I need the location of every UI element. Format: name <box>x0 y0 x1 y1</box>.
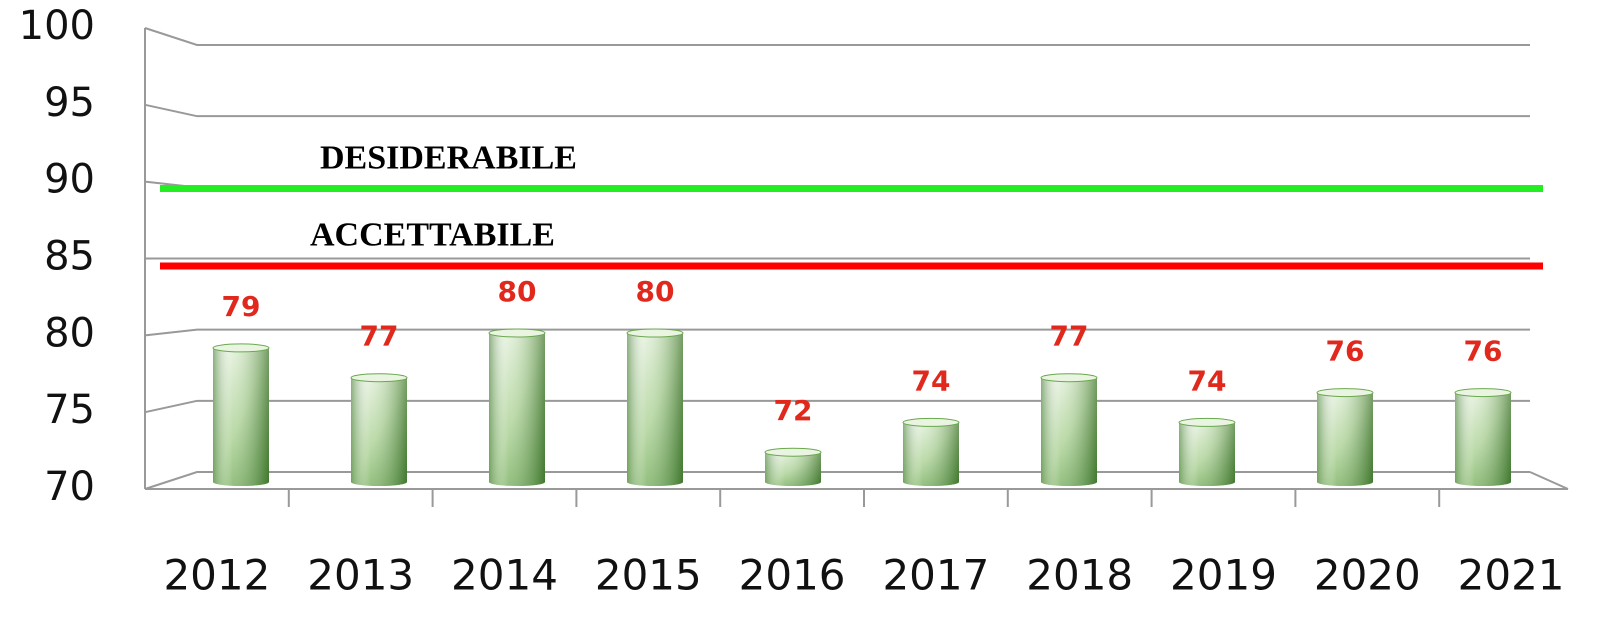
y-tick-label: 80 <box>44 310 95 356</box>
x-tick-label: 2016 <box>739 551 846 600</box>
x-tick-label: 2015 <box>595 551 702 600</box>
y-tick-label: 90 <box>44 157 95 203</box>
bar-shade <box>1317 392 1373 486</box>
bar <box>1316 388 1374 486</box>
x-tick-label: 2013 <box>307 551 414 600</box>
bar-top <box>212 343 270 353</box>
bar-top <box>1316 388 1374 398</box>
x-tick-label: 2014 <box>451 551 558 600</box>
value-label: 72 <box>774 394 813 427</box>
bar-top <box>902 417 960 427</box>
y-tick-label: 85 <box>44 234 95 280</box>
y-tick-label: 75 <box>44 387 95 433</box>
bar-top <box>1178 417 1236 427</box>
floor-edge <box>1529 471 1569 490</box>
bar <box>764 447 822 486</box>
x-tick-label: 2020 <box>1314 551 1421 600</box>
bar-top <box>1040 373 1098 383</box>
bar <box>212 343 270 486</box>
grid-line <box>144 328 1530 337</box>
bar-shade <box>1179 422 1235 486</box>
bar-top <box>764 447 822 457</box>
reference-label: DESIDERABILE <box>320 139 577 176</box>
value-label: 80 <box>636 275 675 308</box>
bar-shade <box>351 377 407 486</box>
x-tick-label: 2012 <box>163 551 270 600</box>
bar-top <box>350 373 408 383</box>
x-tick-label: 2018 <box>1026 551 1133 600</box>
value-label: 74 <box>1188 364 1227 397</box>
y-tick-label: 95 <box>44 80 95 126</box>
bar-shade <box>627 333 683 486</box>
bar-top <box>488 328 546 338</box>
value-label: 76 <box>1464 335 1503 368</box>
value-label: 79 <box>222 290 261 323</box>
value-label: 77 <box>1050 320 1089 353</box>
bar-shade <box>765 452 821 486</box>
x-tick-label: 2019 <box>1170 551 1277 600</box>
bar-shade <box>1041 377 1097 486</box>
bar-top <box>626 328 684 338</box>
bar <box>1454 388 1512 486</box>
bar <box>626 328 684 486</box>
bar <box>488 328 546 486</box>
grid-line <box>144 27 1530 46</box>
bar-shade <box>1455 392 1511 486</box>
bar <box>1040 373 1098 486</box>
grid-line <box>144 103 1530 118</box>
bar <box>1178 417 1236 486</box>
bar-top <box>1454 388 1512 398</box>
bar <box>350 373 408 486</box>
y-tick-label: 70 <box>44 464 95 510</box>
value-label: 76 <box>1326 335 1365 368</box>
value-label: 77 <box>360 320 399 353</box>
value-label: 74 <box>912 364 951 397</box>
reference-label: ACCETTABILE <box>310 217 555 254</box>
x-tick-label: 2021 <box>1458 551 1565 600</box>
x-tick-label: 2017 <box>882 551 989 600</box>
bar-shade <box>489 333 545 486</box>
bar <box>902 417 960 486</box>
value-label: 80 <box>498 275 537 308</box>
y-tick-label: 100 <box>19 3 95 49</box>
bar-shade <box>213 347 269 486</box>
bar-shade <box>903 422 959 486</box>
